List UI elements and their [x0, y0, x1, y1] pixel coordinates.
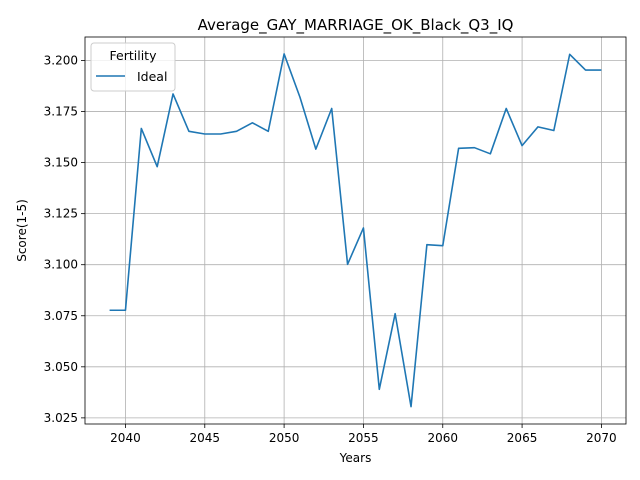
- legend: Fertility Ideal: [90, 42, 176, 92]
- x-tick-label: 2070: [586, 431, 617, 445]
- plot-area-frame: [84, 36, 627, 425]
- y-axis-label: Score(1-5): [15, 199, 29, 262]
- x-tick-label: 2050: [269, 431, 300, 445]
- y-tick-label: 3.050: [44, 360, 78, 374]
- x-tick-label: 2055: [348, 431, 379, 445]
- grid-lines: [85, 37, 626, 424]
- legend-title: Fertility: [110, 48, 158, 63]
- x-tick-label: 2065: [507, 431, 538, 445]
- series-lines: [109, 53, 602, 408]
- y-tick-label: 3.125: [44, 207, 78, 221]
- legend-label-ideal: Ideal: [137, 69, 167, 84]
- y-tick-label: 3.100: [44, 258, 78, 272]
- x-axis-label: Years: [339, 451, 372, 465]
- legend-box: [90, 42, 176, 92]
- axis-ticks: 2040 2045 2050 2055 2060 2065 2070 3.025 3.050 3.…: [44, 53, 617, 445]
- x-tick-label: 2060: [427, 431, 458, 445]
- y-tick-label: 3.175: [44, 105, 78, 119]
- y-tick-label: 3.150: [44, 156, 78, 170]
- series-line-ideal: [109, 53, 602, 408]
- y-tick-label: 3.025: [44, 411, 78, 425]
- x-tick-label: 2040: [110, 431, 141, 445]
- y-tick-label: 3.200: [44, 53, 78, 67]
- chart-title: Average_GAY_MARRIAGE_OK_Black_Q3_IQ: [198, 16, 514, 35]
- y-tick-label: 3.075: [44, 309, 78, 323]
- x-tick-label: 2045: [190, 431, 221, 445]
